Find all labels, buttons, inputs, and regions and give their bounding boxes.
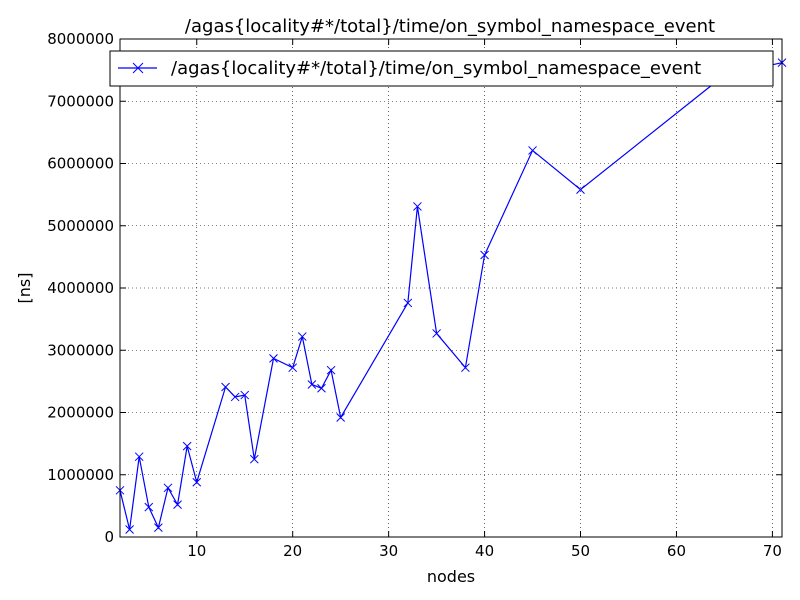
data-point (307, 380, 317, 389)
data-point (576, 185, 585, 194)
data-point (528, 146, 537, 155)
y-tick-label: 1000000 (47, 466, 114, 484)
y-tick-label: 3000000 (47, 341, 114, 359)
data-point (288, 363, 298, 373)
data-point (134, 452, 144, 462)
y-tick-label: 6000000 (47, 155, 114, 173)
data-point (154, 523, 163, 533)
data-point (297, 332, 307, 341)
y-axis-label: [ns] (15, 273, 34, 304)
x-tick-label: 40 (475, 542, 494, 560)
x-tick-label: 10 (187, 542, 206, 560)
data-point (432, 329, 441, 338)
y-tick-label: 0 (104, 528, 114, 546)
data-point (461, 363, 470, 373)
x-tick-label: 20 (283, 542, 302, 560)
data-point (182, 441, 192, 451)
data-point (144, 502, 154, 512)
data-point (336, 413, 346, 422)
y-tick-label: 4000000 (47, 279, 114, 297)
data-point (269, 353, 278, 363)
grid-lines (120, 38, 782, 538)
data-point (192, 477, 202, 487)
chart-title: /agas{locality#*/total}/time/on_symbol_n… (185, 16, 715, 37)
data-point (240, 390, 250, 400)
axis-ticks (120, 38, 782, 538)
legend-entry-label: /agas{locality#*/total}/time/on_symbol_n… (171, 58, 701, 79)
data-point (173, 500, 182, 509)
data-point (163, 483, 173, 493)
x-tick-label: 30 (379, 542, 398, 560)
x-tick-label: 60 (667, 542, 686, 560)
legend: /agas{locality#*/total}/time/on_symbol_n… (109, 50, 774, 87)
data-point (230, 392, 240, 402)
x-tick-label: 70 (763, 542, 782, 560)
plot-frame (119, 38, 783, 538)
data-point (413, 202, 422, 211)
data-point (480, 250, 489, 260)
y-tick-label: 5000000 (47, 217, 114, 235)
data-point (326, 365, 336, 375)
data-point (403, 298, 413, 308)
data-point (125, 525, 134, 534)
y-tick-label: 7000000 (47, 92, 114, 110)
x-axis-label: nodes (427, 567, 475, 586)
data-point (317, 383, 326, 393)
data-point (221, 382, 230, 392)
legend-marker (132, 62, 144, 74)
y-tick-label: 8000000 (47, 30, 114, 48)
axis-tick-labels: 10 20 30 40 50 60 70 0 1000000 2000000 3000000 4000… (47, 30, 782, 560)
data-point (249, 454, 259, 464)
y-tick-label: 2000000 (47, 404, 114, 422)
legend-box (109, 50, 774, 87)
x-tick-label: 50 (571, 542, 590, 560)
